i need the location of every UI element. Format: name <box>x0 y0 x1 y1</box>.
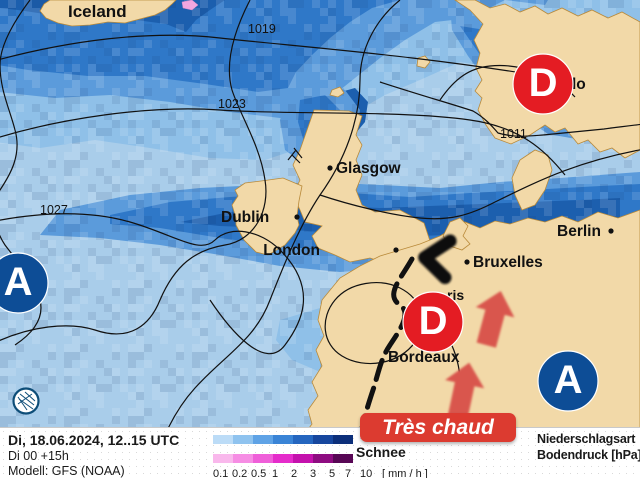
svg-text:Iceland: Iceland <box>68 2 127 21</box>
svg-text:Berlin: Berlin <box>557 223 601 240</box>
svg-text:1011: 1011 <box>500 127 527 141</box>
svg-text:lo: lo <box>572 76 586 93</box>
svg-text:1023: 1023 <box>218 97 246 111</box>
svg-text:Glasgow: Glasgow <box>336 160 402 177</box>
svg-text:Dublin: Dublin <box>221 209 269 226</box>
svg-text:1027: 1027 <box>40 203 68 217</box>
svg-text:London: London <box>263 242 320 259</box>
svg-text:Bordeaux: Bordeaux <box>388 349 460 366</box>
svg-text:Bruxelles: Bruxelles <box>473 254 543 271</box>
svg-text:1019: 1019 <box>248 22 276 36</box>
